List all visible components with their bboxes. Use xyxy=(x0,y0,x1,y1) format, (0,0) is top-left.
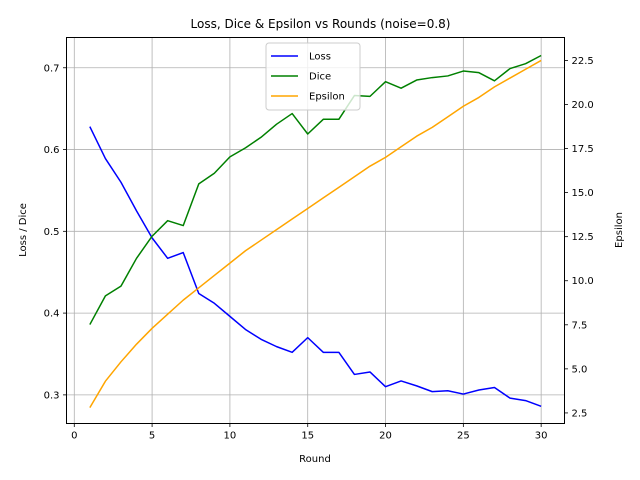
y-left-tick-label: 0.5 xyxy=(44,227,60,238)
y-left-tick-label: 0.6 xyxy=(44,145,60,156)
y-right-tick-label: 17.5 xyxy=(572,144,594,155)
legend-box xyxy=(265,42,361,111)
x-tick-label: 15 xyxy=(301,431,314,442)
y-right-tick-label: 2.5 xyxy=(572,408,588,419)
x-tick-label: 5 xyxy=(149,431,155,442)
x-tick-label: 10 xyxy=(224,431,237,442)
y-left-tick-label: 0.3 xyxy=(44,390,60,401)
plot-frame xyxy=(66,37,565,424)
plot-lines xyxy=(89,54,542,409)
y-left-tick-label: 0.4 xyxy=(44,309,60,320)
legend-label-loss: Loss xyxy=(309,52,331,63)
y-right-tick-label: 12.5 xyxy=(572,232,594,243)
chart-title: Loss, Dice & Epsilon vs Rounds (noise=0.… xyxy=(191,17,451,31)
series-line-loss xyxy=(89,126,542,408)
y-right-tick-label: 22.5 xyxy=(572,56,594,67)
y-right-tick-label: 15.0 xyxy=(572,188,594,199)
y-right-tick-label: 20.0 xyxy=(572,100,594,111)
x-tick-label: 0 xyxy=(71,431,77,442)
x-axis-title: Round xyxy=(299,454,331,465)
y-axis-right: 2.5 5.0 7.5 10.0 12.5 15.0 17.5 20.0 22.5 xyxy=(564,56,594,419)
series-line-epsilon xyxy=(89,59,542,409)
x-tick-label: 20 xyxy=(379,431,392,442)
y-right-tick-label: 10.0 xyxy=(572,276,594,287)
series-line-dice xyxy=(89,54,542,325)
y-left-tick-label: 0.7 xyxy=(44,63,60,74)
legend-label-epsilon: Epsilon xyxy=(309,92,345,103)
y-axis-right-title: Epsilon xyxy=(614,212,625,248)
y-right-tick-label: 5.0 xyxy=(572,364,588,375)
x-tick-label: 30 xyxy=(535,431,548,442)
y-axis-left-title: Loss / Dice xyxy=(18,203,29,257)
y-axis-left: 0.3 0.4 0.5 0.6 0.7 xyxy=(44,63,67,401)
y-right-tick-label: 7.5 xyxy=(572,320,588,331)
x-tick-label: 25 xyxy=(457,431,470,442)
legend-label-dice: Dice xyxy=(309,72,331,83)
legend: Loss Dice Epsilon xyxy=(265,42,361,111)
x-axis: 0 5 10 15 20 25 30 xyxy=(71,423,548,442)
grid xyxy=(66,37,565,424)
